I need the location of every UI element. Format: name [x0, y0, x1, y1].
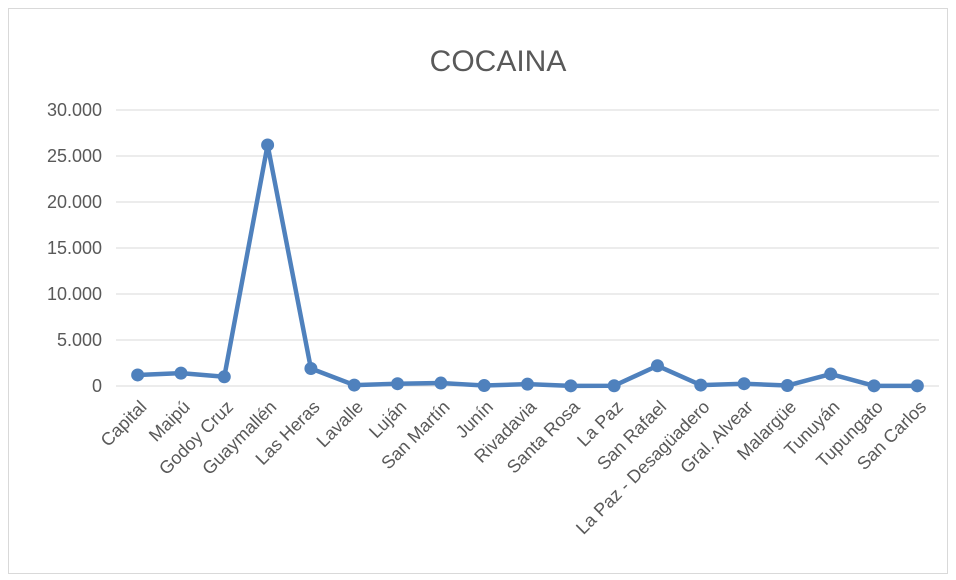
- data-point: [434, 376, 448, 390]
- y-tick-label: 20.000: [47, 192, 102, 212]
- chart-title: COCAINA: [429, 45, 567, 78]
- data-point: [261, 138, 275, 152]
- data-point: [694, 378, 708, 392]
- series-line: [135, 142, 920, 389]
- y-tick-label: 25.000: [47, 146, 102, 166]
- data-point: [564, 379, 578, 393]
- data-point: [910, 379, 924, 393]
- y-tick-label: 10.000: [47, 284, 102, 304]
- data-point: [477, 379, 491, 393]
- y-tick-label: 0: [92, 376, 102, 396]
- data-point: [174, 366, 188, 380]
- y-tick-label: 15.000: [47, 238, 102, 258]
- y-tick-label: 5.000: [57, 330, 102, 350]
- y-tick-label: 30.000: [47, 100, 102, 120]
- data-point: [217, 370, 231, 384]
- data-point: [867, 379, 881, 393]
- data-point: [347, 378, 361, 392]
- x-tick-label: Capital: [97, 397, 151, 451]
- data-point: [304, 362, 318, 376]
- data-point: [131, 368, 145, 382]
- data-point: [780, 379, 794, 393]
- data-point: [737, 377, 751, 391]
- line-chart-plot: 0 5.000 10.000 15.000 20.000 25.000 30.000 Capi…: [47, 100, 939, 538]
- data-point: [607, 379, 621, 393]
- data-point: [391, 377, 405, 391]
- data-point: [824, 367, 838, 381]
- chart-frame: COCAINA 0 5.000 10.000 15.000 20.000 25.000 30…: [8, 8, 948, 574]
- data-point: [521, 377, 534, 391]
- x-tick-label: Lavalle: [313, 397, 367, 451]
- data-point: [650, 359, 664, 373]
